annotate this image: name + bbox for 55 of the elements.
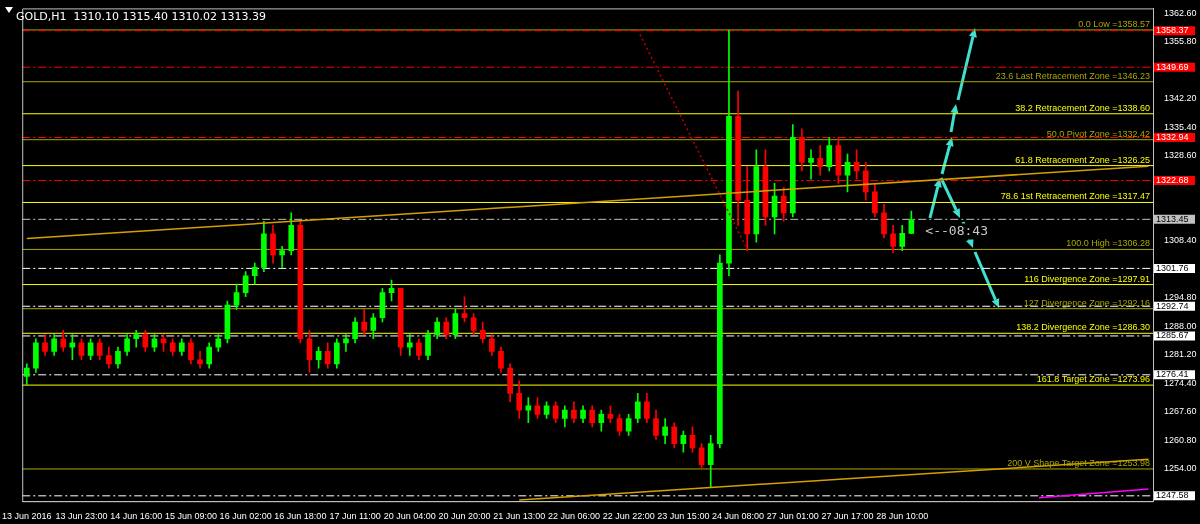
ref-line-label: 1313.45 bbox=[1156, 213, 1189, 224]
x-tick-label: 24 Jun 08:00 bbox=[712, 511, 765, 522]
x-tick-label: 21 Jun 13:00 bbox=[493, 511, 546, 522]
x-tick-label: 16 Jun 18:00 bbox=[274, 511, 327, 522]
x-tick-label: 15 Jun 09:00 bbox=[164, 511, 217, 522]
annotation: <--08:43 bbox=[925, 222, 988, 238]
ref-line-label: 78.6 1st Retracement Zone =1317.47 bbox=[1000, 191, 1150, 202]
ref-line-label: 1332.94 bbox=[1156, 132, 1189, 142]
ref-line-label: 1292.74 bbox=[1156, 300, 1189, 311]
ref-line-label: 1322.68 bbox=[1156, 175, 1189, 186]
ref-line-label: 127 Divergence Zone =1292.16 bbox=[1023, 297, 1150, 308]
y-tick-label: 1294.80 bbox=[1164, 292, 1197, 303]
y-tick-label: 1260.80 bbox=[1164, 434, 1197, 445]
candlestick bbox=[343, 334, 349, 352]
y-tick-label: 1362.60 bbox=[1164, 7, 1197, 18]
ref-line-label: 50.0 Pivot Zone =1332.42 bbox=[1046, 128, 1150, 139]
y-tick-label: 1288.00 bbox=[1164, 320, 1197, 331]
y-tick-label: 1308.40 bbox=[1164, 235, 1197, 246]
ref-line-label: 1358.37 bbox=[1156, 25, 1189, 36]
x-tick-label: 20 Jun 20:00 bbox=[438, 511, 491, 522]
ref-line-label: 0.0 Low =1358.57 bbox=[1078, 18, 1150, 29]
y-tick-label: 1267.60 bbox=[1164, 406, 1197, 417]
x-tick-label: 14 Jun 16:00 bbox=[110, 511, 163, 522]
ref-line-label: 23.6 Last Retracement Zone =1346.23 bbox=[995, 70, 1150, 81]
ref-line-label: 1276.41 bbox=[1156, 369, 1189, 380]
ref-line-label: 1247.58 bbox=[1156, 490, 1189, 501]
x-tick-label: 28 Jun 10:00 bbox=[876, 511, 929, 522]
ref-line-label: 116 Divergence Zone =1297.91 bbox=[1024, 273, 1150, 284]
x-tick-label: 13 Jun 2016 bbox=[2, 511, 52, 522]
y-tick-label: 1328.60 bbox=[1164, 150, 1197, 161]
ref-line-label: 161.8 Target Zone =1273.96 bbox=[1036, 374, 1150, 385]
ref-line-label: 61.8 Retracement Zone =1326.25 bbox=[1015, 154, 1150, 165]
x-tick-label: 20 Jun 04:00 bbox=[383, 511, 436, 522]
y-tick-label: 1254.00 bbox=[1164, 463, 1197, 474]
ref-line-label: 138.2 Divergence Zone =1286.30 bbox=[1016, 322, 1150, 333]
x-tick-label: 27 Jun 17:00 bbox=[821, 511, 874, 522]
x-tick-label: 22 Jun 06:00 bbox=[547, 511, 600, 522]
candlestick bbox=[808, 149, 814, 180]
x-tick-label: 17 Jun 11:00 bbox=[329, 511, 381, 522]
x-tick-label: 23 Jun 15:00 bbox=[657, 511, 710, 522]
x-tick-label: 22 Jun 22:00 bbox=[602, 511, 655, 522]
ref-line-label: 1285.67 bbox=[1156, 330, 1189, 341]
x-tick-label: 13 Jun 23:00 bbox=[55, 511, 108, 522]
x-tick-label: 16 Jun 02:00 bbox=[219, 511, 272, 522]
ref-line-label: 100.0 High =1306.28 bbox=[1066, 238, 1150, 249]
ref-line-label: 1349.69 bbox=[1156, 61, 1189, 72]
y-tick-label: 1355.80 bbox=[1164, 36, 1197, 47]
y-tick-label: 1274.40 bbox=[1164, 377, 1197, 388]
y-tick-label: 1342.20 bbox=[1164, 93, 1197, 104]
ref-line-label: 1301.76 bbox=[1156, 262, 1189, 273]
x-tick-label: 27 Jun 01:00 bbox=[766, 511, 819, 522]
candlestick bbox=[279, 246, 285, 268]
y-tick-label: 1335.40 bbox=[1164, 121, 1197, 132]
ref-line-label: 38.2 Retracement Zone =1338.60 bbox=[1015, 102, 1150, 113]
y-tick-label: 1281.20 bbox=[1164, 349, 1197, 360]
